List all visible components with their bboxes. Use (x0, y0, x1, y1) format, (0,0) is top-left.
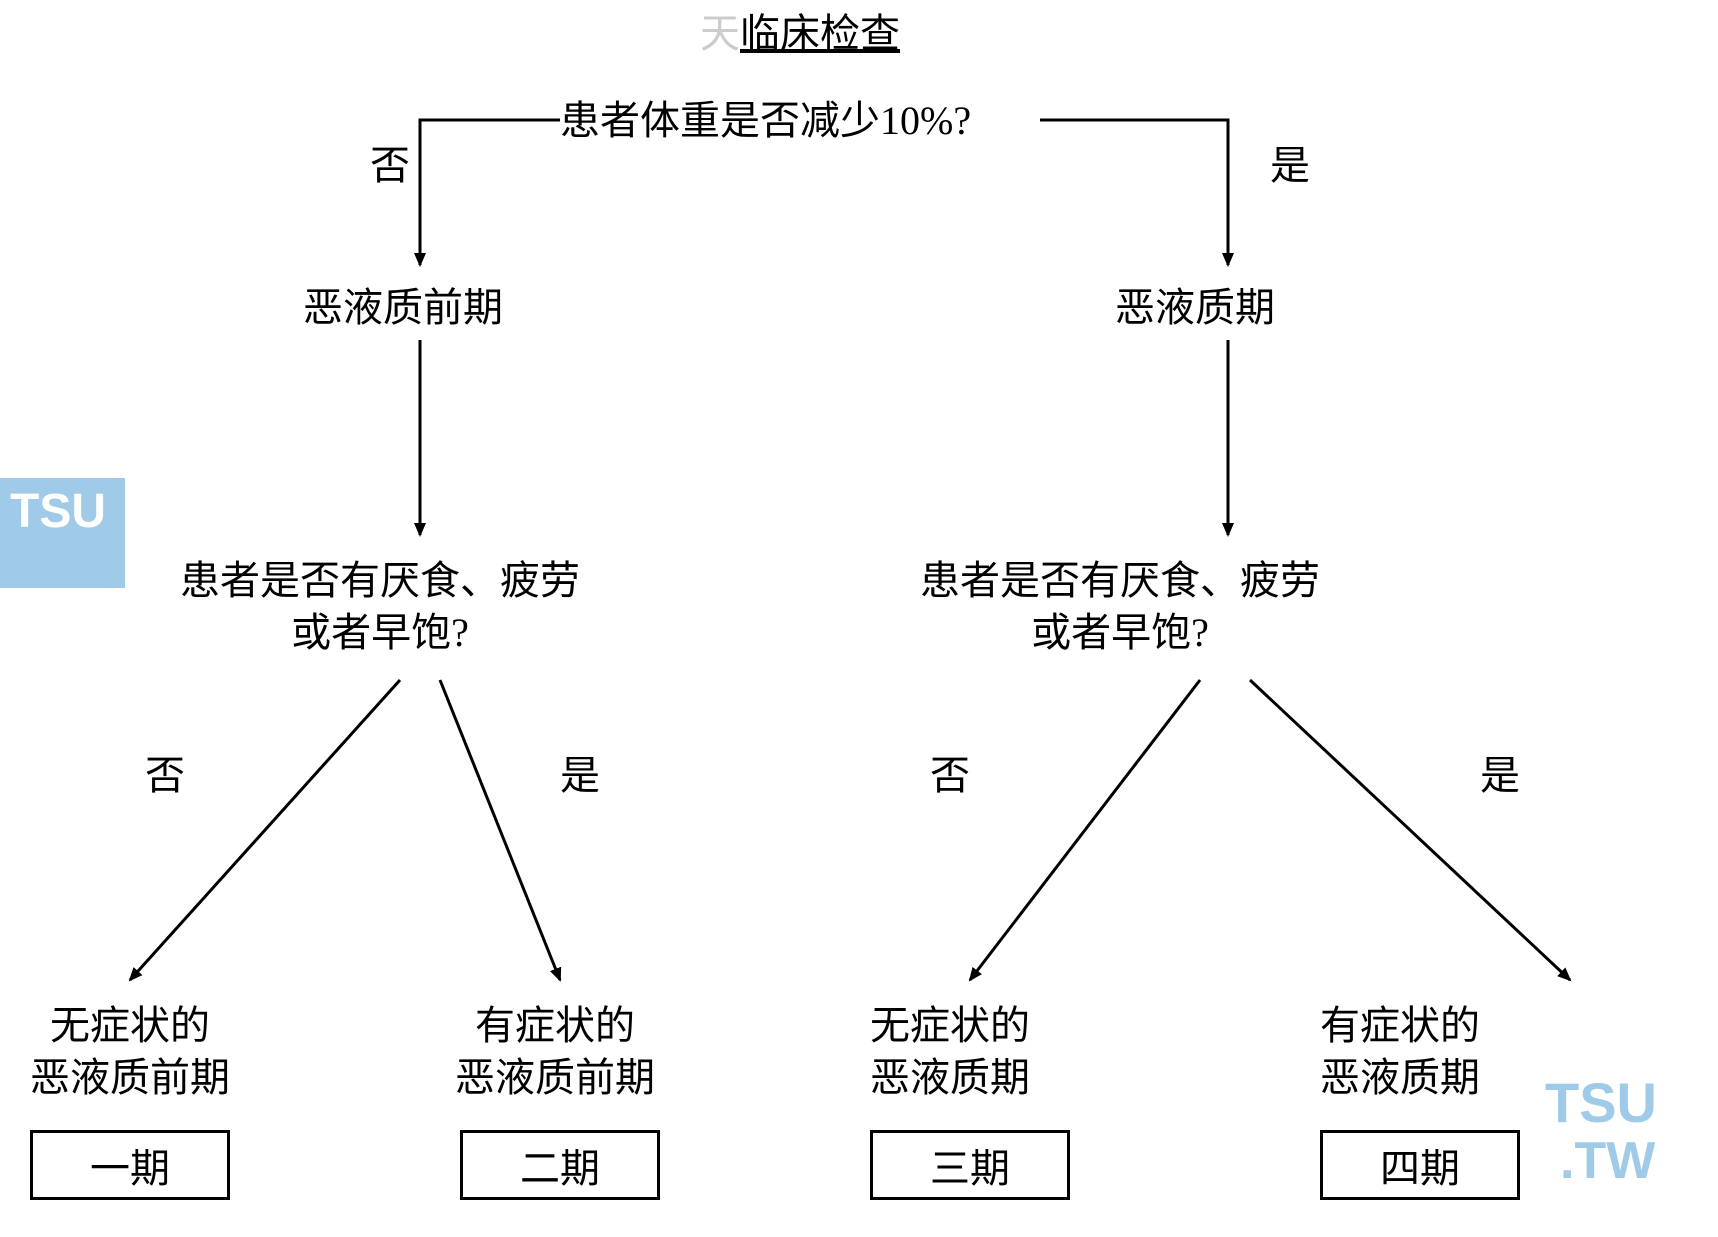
arrow-left-yes (440, 680, 560, 980)
root-question: 患者体重是否减少10%? (560, 95, 971, 147)
stage-3-box: 三期 (870, 1130, 1070, 1200)
result-2-line1: 有症状的 (475, 1003, 635, 1048)
left-question-line2: 或者早饱? (291, 610, 469, 655)
result-1-line2: 恶液质前期 (30, 1055, 230, 1100)
arrow-root-right (1040, 120, 1228, 265)
result-1: 无症状的 恶液质前期 (30, 1000, 230, 1104)
stage-1-label: 一期 (90, 1136, 170, 1194)
watermark-right-tw: .TW (1560, 1135, 1655, 1187)
left-branch-no: 否 (145, 750, 185, 802)
left-branch-yes: 是 (560, 750, 600, 802)
arrow-right-yes (1250, 680, 1570, 980)
right-state: 恶液质期 (1115, 282, 1275, 334)
left-question-line1: 患者是否有厌食、疲劳 (180, 558, 580, 603)
root-branch-yes: 是 (1270, 140, 1310, 192)
right-branch-yes: 是 (1480, 750, 1520, 802)
watermark-left-tsu: TSU (10, 488, 106, 536)
right-question-line1: 患者是否有厌食、疲劳 (920, 558, 1320, 603)
right-question-line2: 或者早饱? (1031, 610, 1209, 655)
result-4-line1: 有症状的 (1320, 1003, 1480, 1048)
result-4: 有症状的 恶液质期 (1320, 1000, 1480, 1104)
stage-4-box: 四期 (1320, 1130, 1520, 1200)
watermark-right-tsu: TSU (1545, 1075, 1657, 1131)
result-2: 有症状的 恶液质前期 (455, 1000, 655, 1104)
left-question: 患者是否有厌食、疲劳 或者早饱? (180, 555, 580, 659)
stage-4-label: 四期 (1380, 1136, 1460, 1194)
stage-2-label: 二期 (520, 1136, 600, 1194)
arrow-right-no (970, 680, 1200, 980)
result-3-line2: 恶液质期 (870, 1055, 1030, 1100)
right-question: 患者是否有厌食、疲劳 或者早饱? (920, 555, 1320, 659)
stage-2-box: 二期 (460, 1130, 660, 1200)
title-ghost-char: 天 (700, 8, 740, 60)
result-3: 无症状的 恶液质期 (870, 1000, 1030, 1104)
arrow-root-left (420, 120, 560, 265)
result-4-line2: 恶液质期 (1320, 1055, 1480, 1100)
stage-1-box: 一期 (30, 1130, 230, 1200)
result-2-line2: 恶液质前期 (455, 1055, 655, 1100)
root-branch-no: 否 (370, 140, 410, 192)
left-state: 恶液质前期 (303, 282, 503, 334)
stage-3-label: 三期 (930, 1136, 1010, 1194)
flowchart-title: 临床检查 (740, 8, 900, 60)
result-1-line1: 无症状的 (50, 1003, 210, 1048)
right-branch-no: 否 (930, 750, 970, 802)
result-3-line1: 无症状的 (870, 1003, 1030, 1048)
watermark-left-tw: .TW (18, 538, 99, 582)
arrow-left-no (130, 680, 400, 980)
